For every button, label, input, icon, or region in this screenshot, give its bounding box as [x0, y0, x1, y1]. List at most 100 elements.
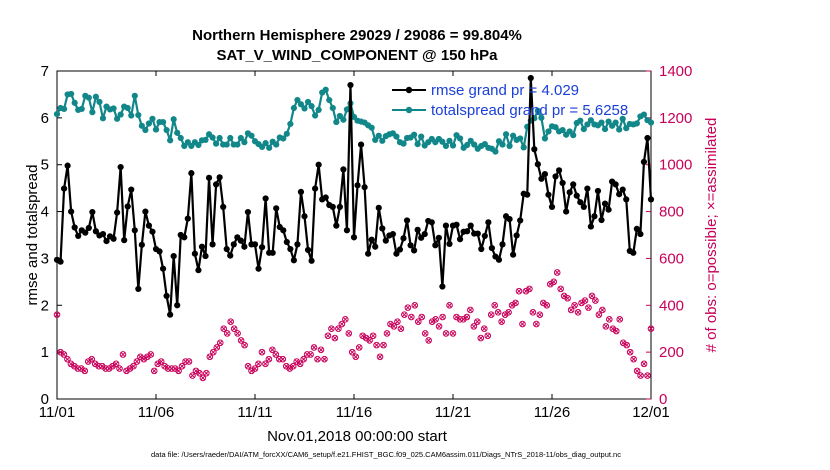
rmse-point: [156, 248, 163, 255]
obs-assimilated-point: [248, 368, 255, 374]
totalspread-point: [142, 126, 149, 134]
obs-assimilated-point: [224, 330, 230, 336]
rmse-point: [68, 208, 75, 215]
totalspread-point: [131, 92, 138, 99]
totalspread-point: [71, 99, 78, 106]
obs-assimilated-point: [242, 342, 248, 348]
rmse-point: [273, 205, 280, 212]
rmse-point: [312, 185, 319, 192]
obs-assimilated-point: [526, 286, 532, 292]
totalspread-point: [135, 111, 142, 119]
obs-possible-point: [376, 353, 384, 361]
obs-assimilated-point: [269, 347, 275, 353]
rmse-point: [485, 219, 492, 226]
obs-assimilated-point: [148, 351, 154, 358]
obs-assimilated-point: [464, 314, 470, 320]
obs-assimilated-point: [342, 316, 348, 322]
totalspread-point: [266, 144, 273, 151]
obs-assimilated-point: [356, 344, 362, 351]
rmse-point: [237, 237, 244, 244]
rmse-point: [280, 227, 287, 234]
x-tick-label: 11/26: [534, 404, 570, 421]
obs-assimilated-point: [210, 349, 216, 355]
rmse-point: [195, 267, 202, 274]
rmse-point: [333, 222, 340, 229]
obs-possible-point: [380, 341, 387, 349]
rmse-point: [159, 265, 167, 272]
rmse-point: [244, 208, 252, 216]
obs-possible-point: [529, 309, 537, 316]
totalspread-point: [510, 132, 517, 139]
obs-assimilated-point: [353, 354, 359, 360]
totalspread-point: [89, 109, 96, 116]
rmse-point: [135, 285, 142, 292]
obs-assimilated-point: [367, 337, 373, 343]
obs-assimilated-point: [446, 302, 453, 308]
rmse-point: [138, 241, 145, 248]
obs-assimilated-point: [92, 361, 98, 367]
rmse-point: [110, 235, 117, 242]
obs-possible-point: [397, 325, 405, 333]
obs-possible-point: [414, 318, 422, 325]
obs-possible-point: [255, 360, 262, 368]
obs-assimilated-point: [82, 368, 88, 374]
obs-possible-point: [585, 304, 592, 311]
obs-possible-point: [442, 330, 450, 337]
obs-assimilated-point: [308, 351, 314, 358]
obs-assimilated-point: [189, 373, 196, 379]
rmse-point: [258, 244, 266, 251]
rmse-point: [220, 203, 227, 210]
obs-assimilated-point: [106, 365, 112, 372]
rmse-point: [361, 184, 368, 191]
totalspread-point: [297, 101, 305, 108]
obs-assimilated-point: [606, 316, 612, 322]
rmse-point: [121, 237, 128, 244]
obs-assimilated-point: [394, 319, 400, 325]
obs-assimilated-point: [377, 354, 383, 360]
obs-assimilated-point: [631, 356, 637, 362]
totalspread-point: [96, 98, 103, 106]
rmse-point: [188, 170, 195, 177]
chart-title: Northern Hemisphere 29029 / 29086 = 99.8…: [192, 27, 522, 44]
obs-assimilated-point: [380, 342, 387, 348]
rmse-point: [64, 162, 71, 169]
obs-assimilated-point: [321, 356, 328, 362]
totalspread-point: [68, 90, 75, 98]
obs-assimilated-point: [127, 365, 133, 372]
totalspread-point: [333, 118, 340, 126]
y-right-tick-label: 800: [659, 204, 684, 221]
totalspread-point: [290, 104, 297, 112]
rmse-point: [174, 302, 181, 309]
obs-possible-point: [595, 311, 603, 318]
rmse-point: [637, 230, 644, 238]
obs-possible-point: [262, 360, 269, 368]
obs-possible-point: [432, 316, 439, 323]
totalspread-point: [329, 104, 336, 112]
obs-assimilated-point: [408, 314, 414, 320]
obs-possible-point: [289, 362, 297, 370]
obs-possible-point: [637, 372, 644, 379]
obs-possible-point: [567, 306, 575, 314]
totalspread-point: [534, 107, 541, 114]
rmse-point: [563, 208, 570, 215]
y-right-tick-label: 600: [659, 250, 684, 267]
obs-assimilated-point: [575, 309, 581, 315]
totalspread-point: [149, 115, 156, 122]
obs-possible-point: [269, 346, 276, 354]
obs-assimilated-point: [412, 302, 418, 308]
obs-assimilated-point: [207, 354, 213, 360]
rmse-point: [428, 219, 435, 226]
rmse-point: [142, 208, 149, 215]
rmse-point: [117, 163, 124, 171]
totalspread-point: [439, 138, 446, 145]
obs-possible-point: [644, 372, 651, 379]
y-tick-label: 3: [41, 250, 49, 267]
rmse-point: [297, 188, 305, 195]
rmse-point: [269, 249, 276, 256]
rmse-point: [393, 250, 400, 257]
obs-possible-point: [616, 316, 624, 323]
obs-possible-point: [237, 337, 245, 344]
obs-possible-point: [505, 309, 512, 316]
obs-possible-point: [383, 330, 391, 337]
rmse-point: [531, 146, 538, 153]
